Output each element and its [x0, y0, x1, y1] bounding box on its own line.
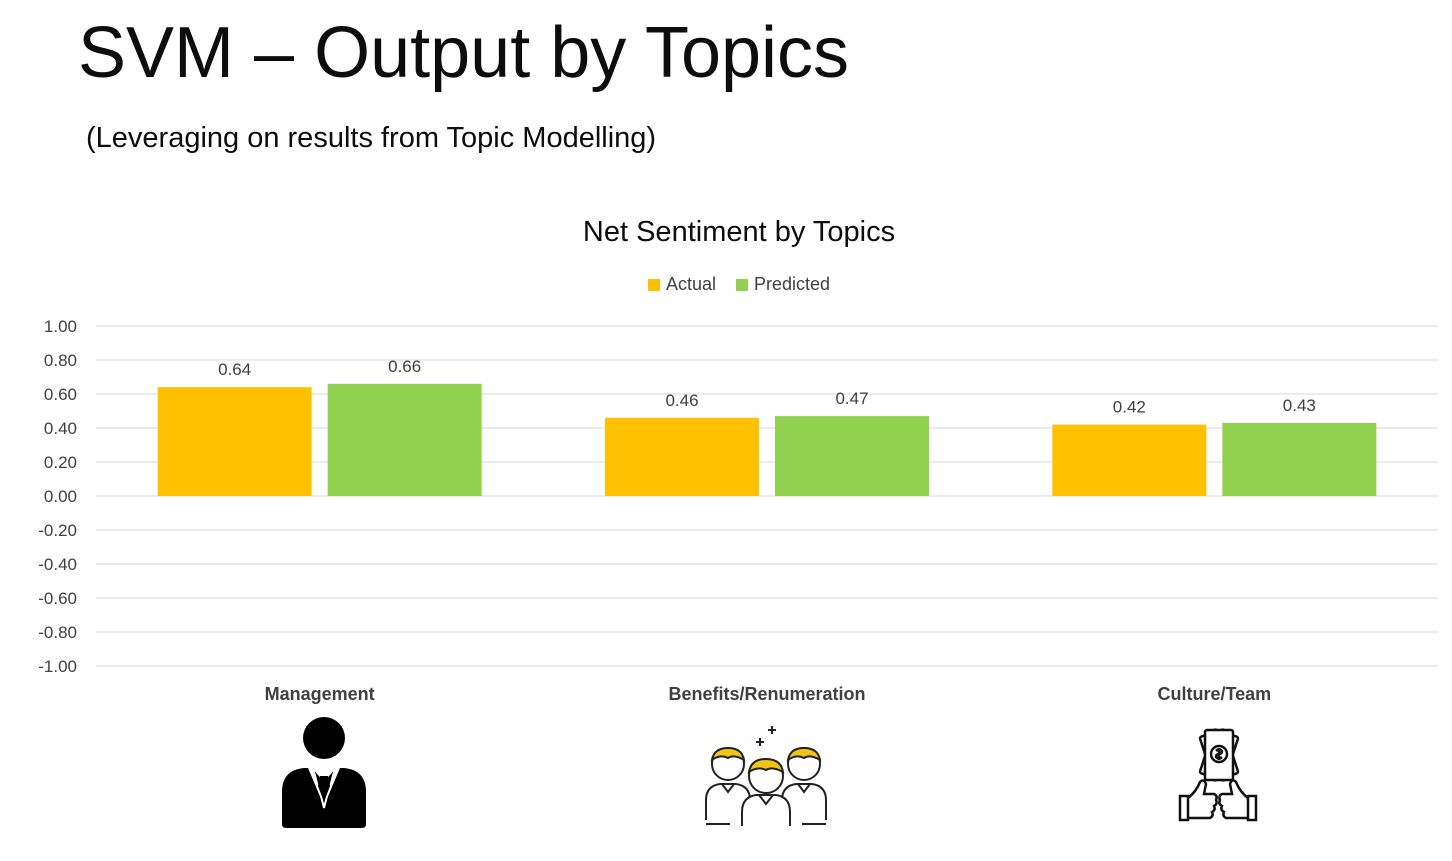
data-label-predicted: 0.47 — [835, 389, 868, 408]
data-label-actual: 0.64 — [218, 360, 251, 379]
data-label-predicted: 0.66 — [388, 357, 421, 376]
chart-title: Net Sentiment by Topics — [582, 216, 896, 248]
legend-swatch-actual — [647, 278, 660, 291]
y-tick-label: 0.40 — [44, 419, 77, 438]
y-tick-label: 0.00 — [44, 487, 77, 506]
bar-actual — [157, 387, 312, 496]
bar-predicted — [775, 416, 929, 496]
y-tick-label: -0.60 — [38, 589, 77, 608]
data-label-actual: 0.42 — [1113, 398, 1146, 417]
y-tick-label: 0.20 — [44, 453, 77, 472]
legend-label-actual: Actual — [665, 274, 716, 294]
slide-title: SVM – Output by Topics — [78, 13, 850, 93]
category-label: Management — [265, 684, 375, 704]
y-tick-label: 0.60 — [44, 385, 77, 404]
bar-predicted — [1222, 422, 1377, 496]
y-tick-label: -1.00 — [38, 657, 77, 676]
data-label-actual: 0.46 — [665, 391, 698, 410]
slide-subtitle: (Leveraging on results from Topic Modell… — [86, 122, 657, 154]
bar-actual — [1052, 424, 1207, 496]
employees-group-icon — [700, 716, 832, 839]
data-label-predicted: 0.43 — [1283, 396, 1316, 415]
chart-legend: Actual Predicted — [0, 274, 1452, 295]
legend-label-predicted: Predicted — [753, 274, 831, 294]
y-tick-label: -0.80 — [38, 623, 77, 642]
money-thumbs-up-icon — [1170, 726, 1266, 831]
legend-item-predicted: Predicted — [735, 274, 831, 295]
legend-swatch-predicted — [735, 278, 748, 291]
businessman-icon — [278, 716, 370, 835]
category-label: Culture/Team — [1157, 684, 1271, 704]
legend-item-actual: Actual — [647, 274, 716, 295]
y-tick-label: 1.00 — [44, 317, 77, 336]
category-label: Benefits/Renumeration — [668, 684, 865, 704]
y-tick-label: 0.80 — [44, 351, 77, 370]
bar-actual — [605, 417, 759, 496]
y-tick-label: -0.20 — [38, 521, 77, 540]
bar-predicted — [327, 383, 482, 496]
y-tick-label: -0.40 — [38, 555, 77, 574]
